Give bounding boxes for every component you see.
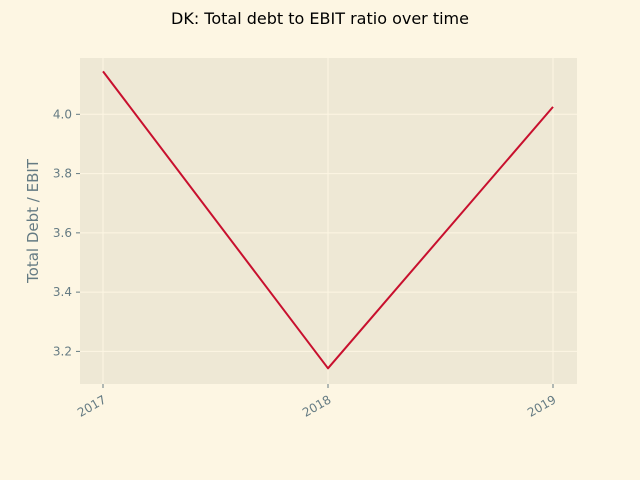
y-tick-label: 3.2: [53, 344, 72, 358]
y-tick-label: 4.0: [53, 107, 72, 121]
y-tick-label: 3.6: [53, 226, 72, 240]
grid-lines: [80, 58, 577, 384]
series-line: [102, 70, 554, 370]
y-axis-label: Total Debt / EBIT: [24, 158, 42, 284]
series-lines: [102, 70, 554, 370]
y-tick-label: 3.4: [53, 285, 72, 299]
chart-title: DK: Total debt to EBIT ratio over time: [171, 9, 469, 28]
y-tick-label: 3.8: [53, 167, 72, 181]
